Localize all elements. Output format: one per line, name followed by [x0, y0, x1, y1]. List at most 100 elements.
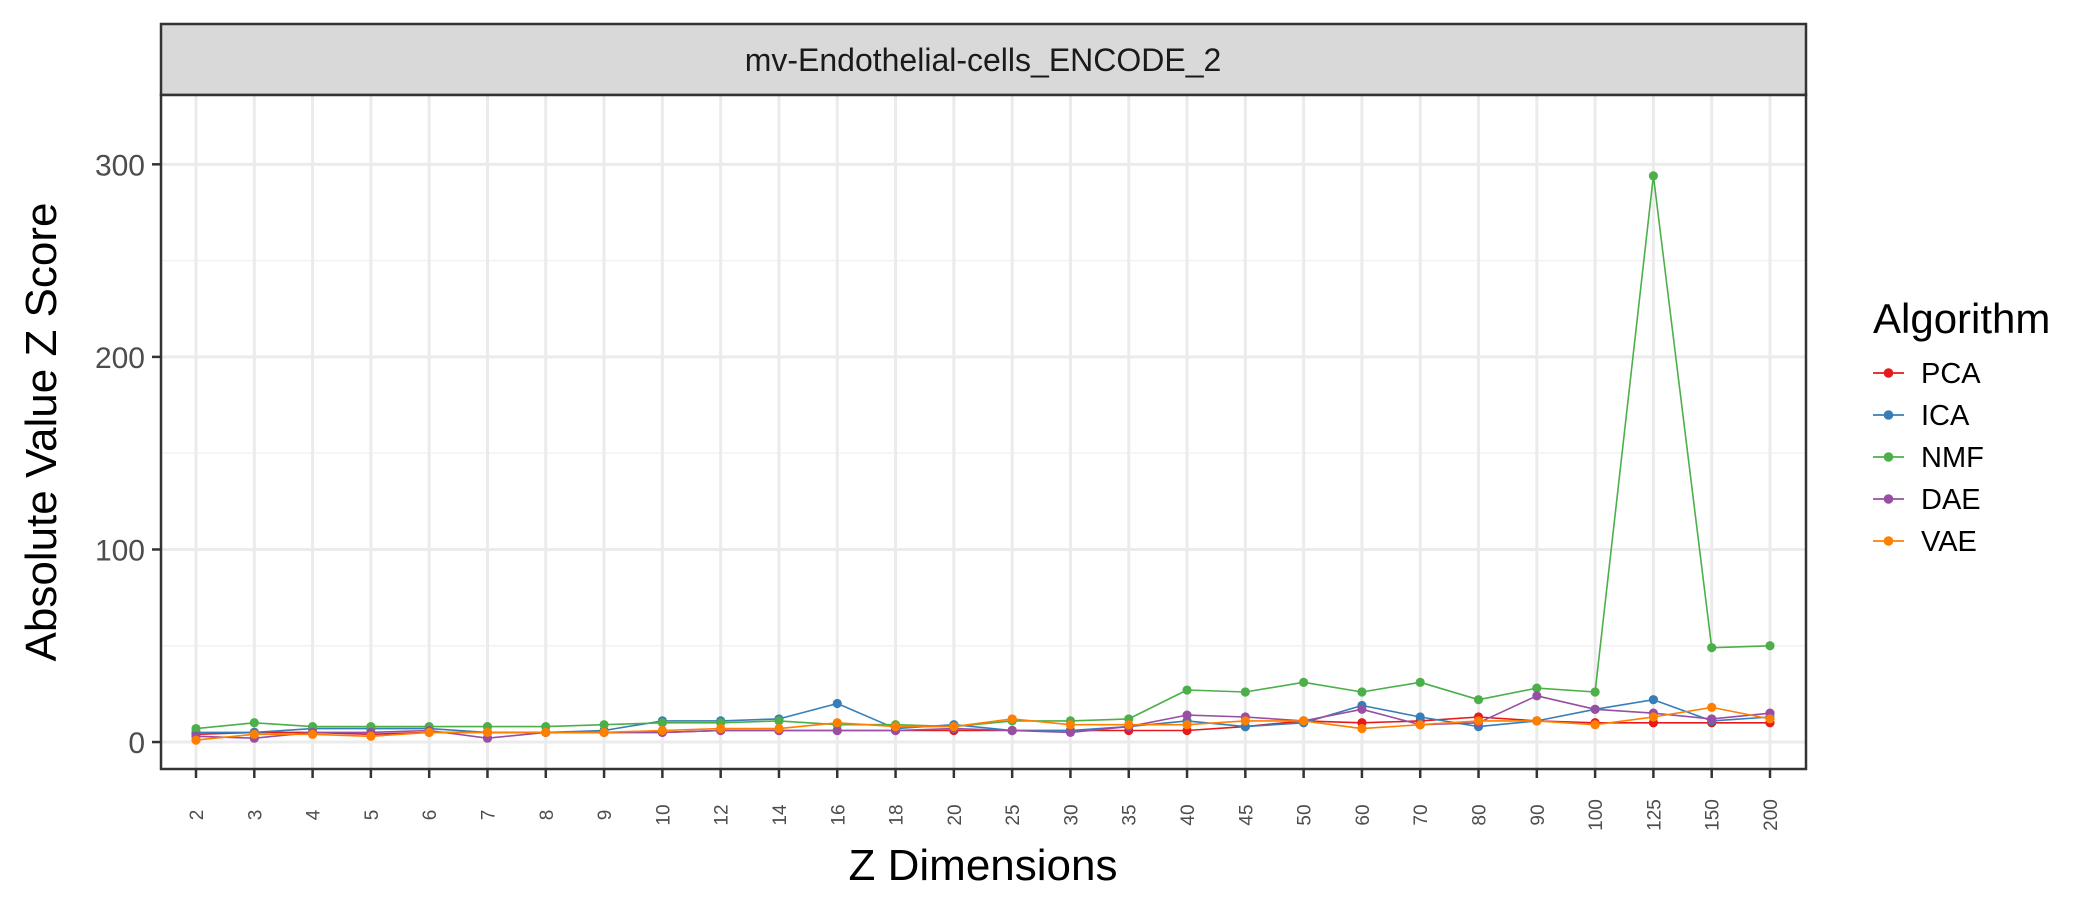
data-point-dae	[832, 725, 842, 736]
data-point-vae	[366, 731, 376, 741]
facet-title: mv-Endothelial-cells_ENCODE_2	[745, 42, 1222, 78]
data-point-vae	[716, 723, 726, 734]
legend-label-pca: PCA	[1921, 358, 1981, 390]
y-axis: 0 100 200 300	[95, 149, 161, 760]
legend-point-vae	[1883, 536, 1894, 546]
data-point-dae	[1182, 710, 1192, 720]
x-axis: 2 3 4 5 6 7 8 9 10 12 14 16 18 20 25 30 35 40 45 50 60 70 80 90…	[187, 769, 1782, 831]
data-point-ica	[832, 698, 842, 709]
data-point-vae	[774, 723, 784, 734]
data-point-vae	[482, 727, 493, 738]
data-point-vae	[1590, 720, 1600, 730]
data-point-nmf	[1532, 683, 1542, 693]
panel-border	[159, 93, 1808, 771]
data-point-vae	[1415, 720, 1425, 730]
x-tick-label: 25	[1003, 804, 1024, 825]
data-point-dae	[1065, 727, 1076, 738]
y-axis-title: Absolute Value Z Score	[17, 203, 66, 662]
data-point-vae	[1648, 712, 1659, 722]
data-point-dae	[1590, 704, 1600, 714]
data-point-nmf	[1648, 171, 1659, 181]
data-point-nmf	[1240, 687, 1250, 697]
x-tick-label: 150	[1703, 799, 1724, 831]
x-tick-label: 30	[1061, 804, 1082, 825]
legend-title: Algorithm	[1873, 295, 2050, 342]
x-tick-label: 9	[595, 810, 616, 821]
series-line-vae	[195, 706, 1771, 741]
x-tick-label: 10	[653, 804, 674, 825]
data-point-vae	[1240, 716, 1250, 726]
data-point-nmf	[1765, 641, 1775, 651]
data-point-vae	[1007, 714, 1017, 724]
data-point-nmf	[1473, 695, 1484, 705]
x-axis-title: Z Dimensions	[849, 841, 1118, 890]
x-tick-label: 16	[828, 804, 849, 825]
data-point-vae	[832, 718, 842, 728]
data-point-nmf	[599, 720, 609, 730]
x-tick-label: 6	[420, 810, 441, 821]
facet-strip	[159, 22, 1808, 97]
data-point-dae	[1532, 691, 1542, 701]
data-point-ica	[1415, 712, 1425, 722]
data-point-nmf	[1357, 687, 1367, 697]
major-gridlines	[161, 95, 1806, 769]
legend-label-vae: VAE	[1921, 526, 1977, 558]
data-point-vae	[599, 727, 609, 738]
data-point-dae	[1707, 714, 1717, 724]
x-tick-label: 90	[1528, 804, 1549, 825]
minor-gridlines	[161, 259, 1806, 647]
series-line-ica	[196, 698, 1771, 734]
data-point-vae	[1473, 716, 1484, 726]
x-tick-label: 45	[1236, 804, 1257, 825]
data-point-vae	[657, 725, 667, 736]
data-point-vae	[307, 729, 318, 739]
data-point-nmf	[657, 718, 667, 728]
x-tick-label: 70	[1411, 804, 1432, 825]
data-point-vae	[1182, 720, 1192, 730]
series-line-nmf	[195, 175, 1771, 730]
data-point-vae	[1065, 720, 1076, 730]
x-tick-label: 2	[187, 810, 208, 821]
data-point-vae	[249, 729, 259, 739]
data-point-dae	[1007, 725, 1017, 736]
y-tick-label: 0	[128, 727, 145, 760]
legend-point-dae	[1883, 494, 1894, 504]
legend-point-nmf	[1883, 452, 1894, 462]
data-point-vae	[1765, 714, 1775, 724]
y-tick-label: 300	[95, 149, 145, 182]
data-point-ica	[1648, 695, 1659, 705]
x-tick-label: 18	[887, 804, 908, 825]
series-line-dae	[195, 694, 1771, 740]
data-point-vae	[1124, 720, 1134, 730]
data-point-vae	[890, 722, 901, 732]
legend-label-nmf: NMF	[1921, 442, 1984, 474]
data-point-vae	[541, 727, 551, 738]
legend-point-pca	[1883, 368, 1894, 378]
x-tick-label: 7	[478, 810, 499, 821]
x-tick-label: 8	[537, 810, 558, 821]
data-point-vae	[1707, 702, 1717, 712]
data-point-nmf	[191, 723, 201, 734]
x-tick-label: 12	[712, 804, 733, 825]
x-tick-label: 5	[362, 810, 383, 821]
data-point-vae	[1357, 723, 1367, 734]
y-tick-label: 200	[95, 342, 145, 375]
data-point-vae	[949, 722, 959, 732]
x-tick-label: 20	[945, 804, 966, 825]
data-point-nmf	[1590, 687, 1600, 697]
legend: Algorithm PCA ICA NMF DAE VAE	[1873, 295, 2050, 558]
data-point-nmf	[1182, 685, 1192, 695]
x-tick-label: 200	[1761, 799, 1782, 831]
data-point-nmf	[1707, 643, 1717, 653]
data-point-nmf	[249, 718, 259, 728]
x-tick-label: 50	[1295, 804, 1316, 825]
data-point-nmf	[1415, 677, 1425, 687]
data-point-vae	[191, 735, 201, 745]
x-tick-label: 60	[1353, 804, 1374, 825]
y-tick-label: 100	[95, 534, 145, 567]
plot-panel	[161, 95, 1806, 769]
x-tick-label: 35	[1120, 804, 1141, 825]
legend-label-ica: ICA	[1921, 400, 1970, 432]
data-point-vae	[1299, 716, 1309, 726]
